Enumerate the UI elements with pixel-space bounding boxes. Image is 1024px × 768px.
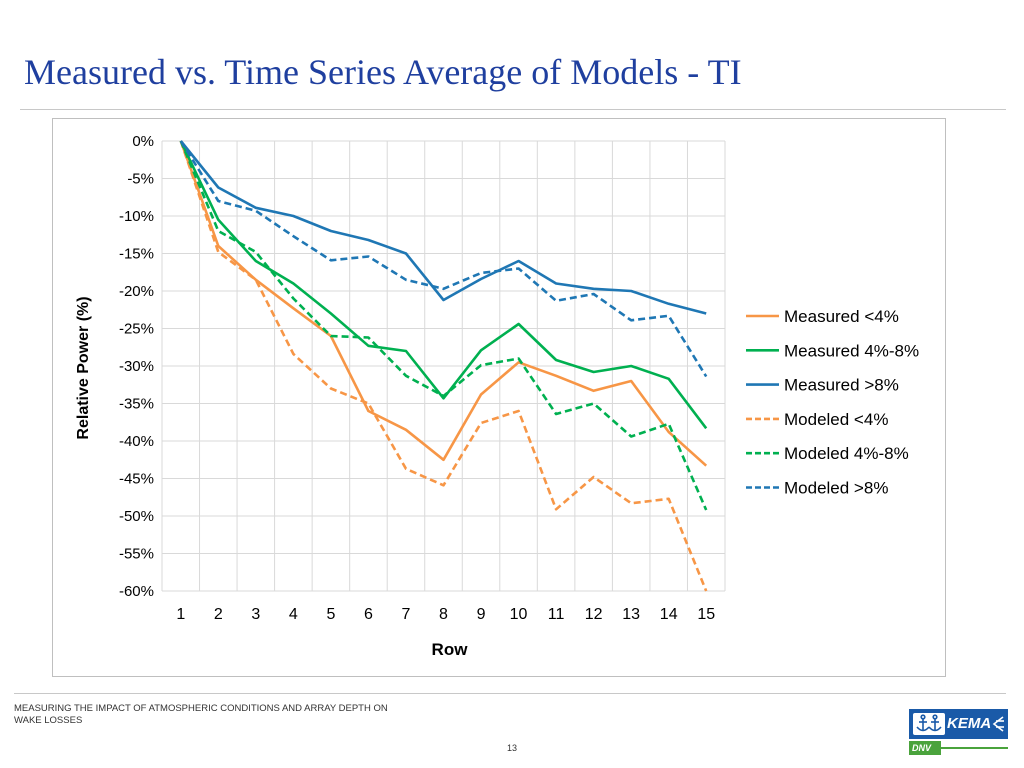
legend-entry-label: Measured >8% [784,376,899,395]
series-line [179,140,708,467]
x-tick-label: 4 [289,606,298,623]
series-line [179,140,708,378]
x-tick-label: 6 [364,606,373,623]
series-line [179,140,707,315]
x-tick-label: 8 [439,606,448,623]
x-tick-label: 3 [251,606,260,623]
series-line [179,140,708,511]
line-chart: 0% -5% -10% -15% -20% -25% -30% -35% -40% -45% -50… [75,133,919,659]
x-tick-label: 1 [176,606,185,623]
y-tick-label: -45% [119,471,154,488]
title-divider [20,109,1006,110]
logo-top-panel: KEMA [909,709,1008,739]
y-tick-label: -15% [119,246,154,263]
x-tick-label: 13 [622,606,640,623]
x-tick-label: 2 [214,606,223,623]
footer-text: MEASURING THE IMPACT OF ATMOSPHERIC COND… [14,703,388,726]
y-tick-label: -25% [119,321,154,338]
logo-dnv-box: DNV [909,741,941,755]
x-tick-label: 9 [477,606,486,623]
y-tick-label: -40% [119,433,154,450]
x-tick-label: 11 [548,606,565,623]
logo-kema-text: KEMA [947,715,992,732]
logo-bottom-panel: DNV [909,741,1008,755]
chart-frame: 0% -5% -10% -15% -20% -25% -30% -35% -40% -45% -50… [52,118,946,677]
y-tick-label: -35% [119,396,154,413]
series-line [179,140,708,430]
y-tick-label: 0% [132,133,154,150]
x-tick-label: 14 [660,606,678,623]
y-tick-label: -20% [119,283,154,300]
y-tick-label: -5% [127,171,154,188]
series-line [179,140,708,592]
legend-entry-label: Measured <4% [784,307,899,326]
kema-dnv-logo: KEMA DNV [909,709,1008,755]
logo-dnv-text: DNV [912,743,932,753]
y-tick-label: -60% [119,583,154,600]
anchor-icon [913,713,945,735]
x-axis-label: Row [432,640,469,659]
legend-entry-label: Modeled <4% [784,410,888,429]
lightning-arrows-icon [992,716,1004,732]
y-axis-label: Relative Power (%) [75,296,92,439]
y-tick-label: -50% [119,508,154,525]
legend-entry-label: Modeled >8% [784,479,888,498]
legend-entry-label: Modeled 4%-8% [784,444,909,463]
legend-entry-label: Measured 4%-8% [784,341,919,360]
x-tick-label: 12 [585,606,603,623]
logo-green-line [941,747,1008,749]
x-tick-label: 15 [697,606,715,623]
y-tick-label: -10% [119,208,154,225]
x-tick-label: 7 [402,606,411,623]
x-tick-label: 5 [326,606,335,623]
slide-title: Measured vs. Time Series Average of Mode… [24,52,742,92]
y-tick-label: -55% [119,546,154,563]
y-tick-label: -30% [119,358,154,375]
page-number: 13 [506,743,517,753]
footer-divider [14,693,1006,694]
x-tick-label: 10 [510,606,528,623]
